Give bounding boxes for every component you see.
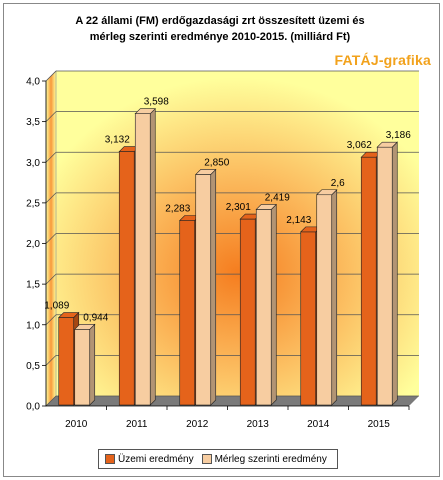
bar-side [270,203,277,406]
bar-side [331,189,338,406]
data-label: 2,419 [265,192,290,203]
y-tick-label: 2,0 [26,239,40,250]
data-label: 2,143 [286,215,311,226]
gridline-side [45,395,57,407]
gridline-side [45,314,57,325]
gridline-side [45,355,57,366]
x-tick-label: 2011 [126,419,148,430]
legend-label-merleg: Mérleg szerinti eredmény [214,453,327,465]
x-tick-label: 2013 [247,419,270,430]
data-label: 3,132 [105,135,130,146]
gridline-side [45,233,57,244]
gridline-side [45,70,57,82]
bar-merleg [376,146,393,406]
legend-swatch-merleg [201,454,212,464]
y-tick-label: 0,5 [26,361,40,372]
bar-top [376,141,398,148]
y-tick-label: 1,5 [26,280,40,291]
bar-uzemi [118,151,135,406]
bar-side [89,323,96,406]
chart-title-line-2: mérleg szerinti eredménye 2010-2015. (mi… [89,31,351,43]
bar-uzemi [179,220,196,406]
data-label: 2,283 [165,204,190,215]
bar-top [134,108,156,114]
gridline-side [45,192,57,204]
y-tick-label: 0,0 [26,402,40,413]
bar-merleg [134,113,151,406]
x-tick-label: 2012 [186,419,209,430]
legend-swatch-uzemi [105,454,115,464]
bar-uzemi [239,218,256,406]
axes [42,80,410,410]
gridline-side [45,273,57,285]
bars [58,107,398,406]
y-tick-label: 3,0 [26,158,40,169]
bar-top [195,169,217,175]
y-tick-label: 4,0 [26,77,40,88]
gridline-side [45,111,57,122]
chart-title: A 22 állami (FM) erdőgazdasági zrt össze… [40,13,400,45]
data-label: 2,6 [331,178,345,189]
bar-uzemi [360,156,377,406]
bar-side [210,168,217,406]
chart-title-line-1: A 22 állami (FM) erdőgazdasági zrt össze… [75,15,365,27]
legend-item-merleg: Mérleg szerinti eredmény [201,453,327,465]
tick-labels: 0,0 0,5 1,0 1,5 2,0 2,5 3,0 3,5 4,0 2010 2011 2012 2… [26,77,390,431]
data-label: 3,062 [347,140,372,151]
data-label: 0,944 [83,312,108,323]
bar-top [58,312,80,318]
bar-top [74,323,96,330]
bar-uzemi [58,317,75,406]
legend-label-uzemi: Üzemi eredmény [118,453,194,465]
y-tick-label: 2,5 [26,198,40,209]
bar-merleg [316,194,333,406]
bar-merleg [255,209,272,406]
watermark-text: FATÁJ-grafika [334,52,431,68]
data-label: 2,301 [226,202,251,213]
bar-top [255,204,277,210]
data-label: 2,850 [204,157,229,168]
x-tick-label: 2010 [65,419,88,430]
x-tick-label: 2015 [368,419,391,430]
bar-side [391,141,398,406]
legend: Üzemi eredmény Mérleg szerinti eredmény [98,449,338,469]
bar-merleg [74,328,91,406]
gridline-side [45,152,57,163]
data-labels: 1,089 0,944 3,132 3,598 2,283 2,850 2,301 2,419… [44,97,411,324]
x-tick-label: 2014 [307,419,330,430]
bar-uzemi [300,231,317,406]
y-tick-label: 3,5 [26,117,40,128]
y-tick-label: 1,0 [26,320,40,331]
data-label: 3,598 [144,97,169,108]
data-label: 3,186 [386,130,411,141]
bar-top [316,189,338,196]
bar-merleg [195,174,212,406]
bar-side [149,107,156,406]
gridlines [45,70,419,407]
data-label: 1,089 [44,301,69,312]
legend-item-uzemi: Üzemi eredmény [105,454,194,465]
